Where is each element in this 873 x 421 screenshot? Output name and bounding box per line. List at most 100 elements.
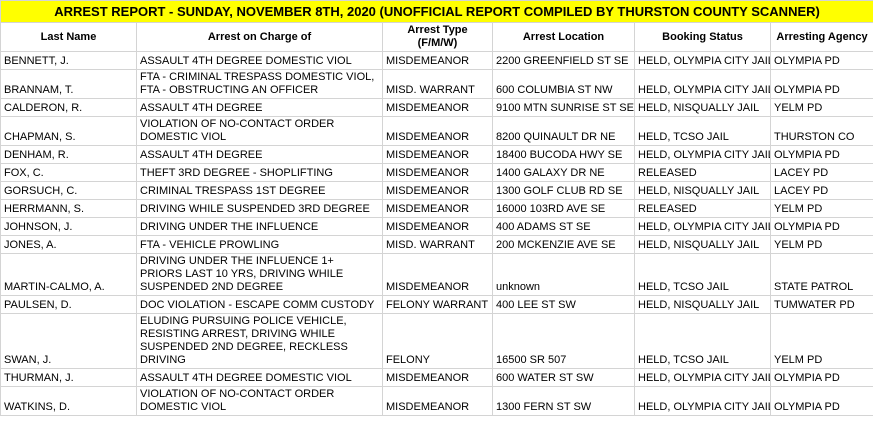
table-row: WATKINS, D. VIOLATION OF NO-CONTACT ORDER…: [0, 386, 873, 416]
table-cell: MARTIN-CALMO, A.: [0, 253, 137, 296]
table-cell: FELONY WARRANT: [382, 295, 493, 314]
table-cell: 400 ADAMS ST SE: [492, 217, 635, 236]
table-cell: VIOLATION OF NO-CONTACT ORDER DOMESTIC V…: [136, 386, 383, 416]
column-header: Last Name: [0, 22, 137, 52]
column-header: Arrest Type (F/M/W): [382, 22, 493, 52]
table-cell: MISDEMEANOR: [382, 199, 493, 218]
table-cell: GORSUCH, C.: [0, 181, 137, 200]
table-cell: 9100 MTN SUNRISE ST SE: [492, 98, 635, 117]
table-cell: 600 COLUMBIA ST NW: [492, 69, 635, 99]
table-row: DENHAM, R. ASSAULT 4TH DEGREE MISDEMEANOR 1…: [0, 145, 873, 164]
table-cell: MISDEMEANOR: [382, 98, 493, 117]
table-cell: MISDEMEANOR: [382, 368, 493, 387]
table-cell: OLYMPIA PD: [769, 145, 873, 164]
table-cell: 200 MCKENZIE AVE SE: [492, 235, 635, 254]
column-header: Arrest on Charge of: [136, 22, 383, 52]
table-cell: MISDEMEANOR: [382, 253, 493, 296]
table-cell: HELD, TCSO JAIL: [634, 116, 771, 146]
table-cell: DOC VIOLATION - ESCAPE COMM CUSTODY: [136, 295, 383, 314]
table-cell: OLYMPIA PD: [769, 217, 873, 236]
table-row: CALDERON, R. ASSAULT 4TH DEGREE MISDEMEANO…: [0, 98, 873, 117]
table-cell: 16500 SR 507: [492, 313, 635, 369]
column-header: Arrest Location: [492, 22, 635, 52]
table-row: SWAN, J. ELUDING PURSUING POLICE VEHICLE,…: [0, 313, 873, 369]
table-body: BENNETT, J. ASSAULT 4TH DEGREE DOMESTIC V…: [0, 51, 873, 416]
table-cell: STATE PATROL: [769, 253, 873, 296]
table-cell: 1300 GOLF CLUB RD SE: [492, 181, 635, 200]
table-cell: LACEY PD: [769, 163, 873, 182]
table-cell: 1300 FERN ST SW: [492, 386, 635, 416]
table-cell: MISDEMEANOR: [382, 386, 493, 416]
table-cell: HELD, NISQUALLY JAIL: [634, 181, 771, 200]
table-row: HERRMANN, S. DRIVING WHILE SUSPENDED 3RD …: [0, 199, 873, 218]
table-cell: HELD, OLYMPIA CITY JAIL: [634, 386, 771, 416]
table-cell: FELONY: [382, 313, 493, 369]
table-cell: HELD, TCSO JAIL: [634, 313, 771, 369]
header-row: Last Name Arrest on Charge of Arrest Type …: [0, 22, 873, 52]
table-cell: VIOLATION OF NO-CONTACT ORDER DOMESTIC V…: [136, 116, 383, 146]
table-row: BRANNAM, T. FTA - CRIMINAL TRESPASS DOMES…: [0, 69, 873, 99]
table-cell: MISDEMEANOR: [382, 181, 493, 200]
table-cell: 2200 GREENFIELD ST SE: [492, 51, 635, 70]
table-cell: ELUDING PURSUING POLICE VEHICLE, RESISTI…: [136, 313, 383, 369]
table-cell: HELD, NISQUALLY JAIL: [634, 295, 771, 314]
table-cell: YELM PD: [769, 313, 873, 369]
table-cell: OLYMPIA PD: [769, 51, 873, 70]
table-cell: FTA - VEHICLE PROWLING: [136, 235, 383, 254]
table-cell: MISDEMEANOR: [382, 217, 493, 236]
table-cell: FTA - CRIMINAL TRESPASS DOMESTIC VIOL, F…: [136, 69, 383, 99]
table-cell: PAULSEN, D.: [0, 295, 137, 314]
table-cell: SWAN, J.: [0, 313, 137, 369]
table-row: CHAPMAN, S. VIOLATION OF NO-CONTACT ORDER…: [0, 116, 873, 146]
table-cell: CALDERON, R.: [0, 98, 137, 117]
table-row: BENNETT, J. ASSAULT 4TH DEGREE DOMESTIC V…: [0, 51, 873, 70]
table-cell: MISDEMEANOR: [382, 145, 493, 164]
table-cell: OLYMPIA PD: [769, 368, 873, 387]
table-cell: THURSTON CO: [769, 116, 873, 146]
table-cell: MISDEMEANOR: [382, 51, 493, 70]
table-cell: 1400 GALAXY DR NE: [492, 163, 635, 182]
table-cell: BENNETT, J.: [0, 51, 137, 70]
table-cell: FOX, C.: [0, 163, 137, 182]
table-cell: TUMWATER PD: [769, 295, 873, 314]
table-cell: HELD, TCSO JAIL: [634, 253, 771, 296]
table-cell: HELD, OLYMPIA CITY JAIL: [634, 145, 771, 164]
table-row: FOX, C. THEFT 3RD DEGREE - SHOPLIFTING MIS…: [0, 163, 873, 182]
column-header: Arresting Agency: [769, 22, 873, 52]
table-cell: RELEASED: [634, 199, 771, 218]
table-cell: CHAPMAN, S.: [0, 116, 137, 146]
table-cell: unknown: [492, 253, 635, 296]
table-cell: MISD. WARRANT: [382, 235, 493, 254]
table-cell: OLYMPIA PD: [769, 69, 873, 99]
table-row: GORSUCH, C. CRIMINAL TRESPASS 1ST DEGREE M…: [0, 181, 873, 200]
table-cell: 600 WATER ST SW: [492, 368, 635, 387]
table-cell: MISDEMEANOR: [382, 163, 493, 182]
table-cell: OLYMPIA PD: [769, 386, 873, 416]
table-cell: THEFT 3RD DEGREE - SHOPLIFTING: [136, 163, 383, 182]
table-cell: LACEY PD: [769, 181, 873, 200]
table-row: MARTIN-CALMO, A. DRIVING UNDER THE INFLUE…: [0, 253, 873, 296]
table-cell: JOHNSON, J.: [0, 217, 137, 236]
table-cell: HELD, OLYMPIA CITY JAIL: [634, 51, 771, 70]
table-cell: HELD, OLYMPIA CITY JAIL: [634, 368, 771, 387]
table-cell: YELM PD: [769, 199, 873, 218]
table-cell: HELD, NISQUALLY JAIL: [634, 235, 771, 254]
table-row: THURMAN, J. ASSAULT 4TH DEGREE DOMESTIC V…: [0, 368, 873, 387]
table-cell: DENHAM, R.: [0, 145, 137, 164]
report-title: ARREST REPORT - SUNDAY, NOVEMBER 8TH, 20…: [0, 0, 873, 23]
table-cell: 18400 BUCODA HWY SE: [492, 145, 635, 164]
table-cell: 400 LEE ST SW: [492, 295, 635, 314]
table-cell: 16000 103RD AVE SE: [492, 199, 635, 218]
table-cell: JONES, A.: [0, 235, 137, 254]
table-cell: RELEASED: [634, 163, 771, 182]
table-cell: ASSAULT 4TH DEGREE DOMESTIC VIOL: [136, 368, 383, 387]
table-cell: HELD, OLYMPIA CITY JAIL: [634, 69, 771, 99]
table-cell: 8200 QUINAULT DR NE: [492, 116, 635, 146]
table-cell: ASSAULT 4TH DEGREE: [136, 145, 383, 164]
table-cell: ASSAULT 4TH DEGREE DOMESTIC VIOL: [136, 51, 383, 70]
table-cell: CRIMINAL TRESPASS 1ST DEGREE: [136, 181, 383, 200]
table-cell: HELD, OLYMPIA CITY JAIL: [634, 217, 771, 236]
table-row: JONES, A. FTA - VEHICLE PROWLING MISD. WAR…: [0, 235, 873, 254]
